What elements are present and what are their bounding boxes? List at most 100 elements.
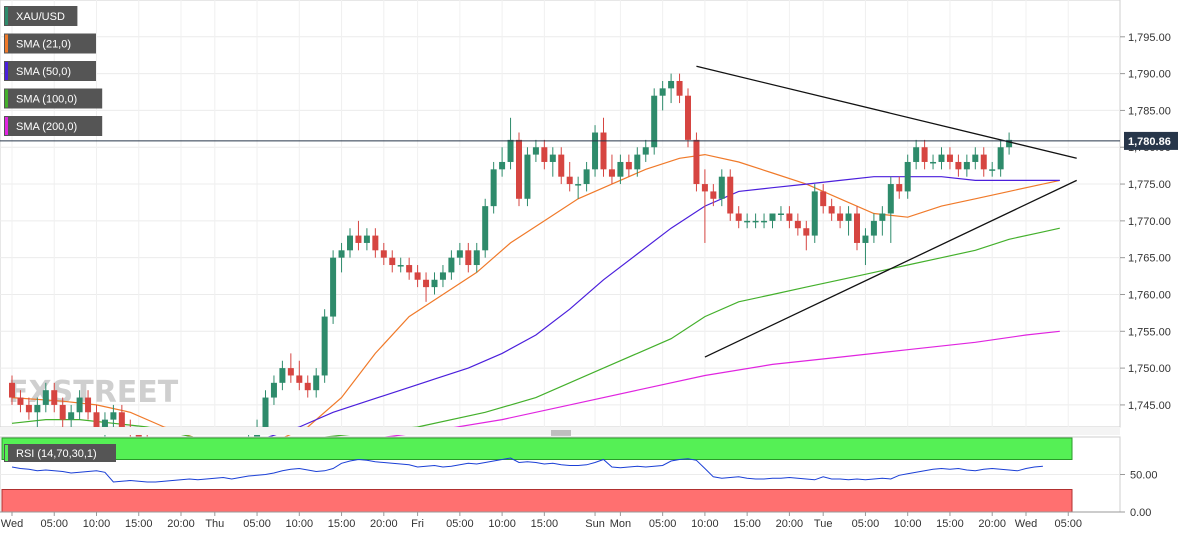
- candle: [423, 272, 430, 302]
- legend-item: XAU/USD: [4, 6, 78, 26]
- candle: [913, 139, 920, 170]
- candle-body: [296, 375, 303, 383]
- resize-handle-icon[interactable]: [551, 430, 571, 436]
- y-tick-label: 1,750.00: [1128, 363, 1171, 375]
- candle-body: [313, 375, 320, 391]
- trendline: [696, 65, 1077, 159]
- candle: [34, 397, 41, 427]
- candle: [532, 139, 539, 162]
- rsi-overbought-band: [1, 437, 1073, 460]
- candle-body: [811, 191, 818, 236]
- y-tick-label: 1,795.00: [1128, 32, 1171, 44]
- candle: [896, 176, 903, 199]
- candle-body: [752, 220, 759, 223]
- candle-body: [786, 213, 793, 221]
- candle: [456, 242, 463, 266]
- candle: [930, 154, 937, 170]
- y-tick-label: 0.00: [1130, 507, 1151, 519]
- candle-body: [676, 80, 683, 96]
- candle: [279, 360, 286, 391]
- legend-item-box: [4, 116, 103, 136]
- candle: [76, 390, 83, 420]
- candle-body: [803, 228, 810, 236]
- candle-body: [304, 382, 311, 391]
- candle-body: [887, 184, 894, 214]
- candle: [777, 206, 784, 221]
- candle: [482, 198, 489, 258]
- candle-body: [85, 397, 92, 413]
- candle: [549, 147, 556, 177]
- x-tick-label: 20:00: [167, 518, 195, 530]
- legend-swatch-icon: [5, 34, 8, 53]
- trendline: [704, 179, 1077, 358]
- candle: [330, 250, 337, 324]
- candle-body: [42, 390, 49, 405]
- candle-body: [76, 397, 83, 413]
- candle: [541, 139, 548, 170]
- y-tick-label: 1,785.00: [1128, 105, 1171, 117]
- candle: [389, 250, 396, 273]
- candle: [583, 161, 590, 192]
- candle-body: [930, 161, 937, 164]
- candle: [685, 88, 691, 148]
- legend: XAU/USD SMA (21,0) SMA (50,0) SMA (100,0) SM…: [4, 6, 103, 136]
- candle: [617, 154, 624, 185]
- candle: [727, 169, 734, 221]
- candle-body: [989, 169, 996, 171]
- candle-body: [93, 412, 100, 427]
- candle: [592, 125, 599, 177]
- y-tick-label: 1,770.00: [1128, 216, 1171, 228]
- candle-body: [389, 257, 396, 266]
- candle: [659, 80, 666, 111]
- candle-body: [651, 95, 658, 148]
- candle-body: [118, 412, 125, 427]
- candle: [761, 213, 768, 229]
- candle-body: [854, 213, 860, 243]
- candle: [718, 169, 725, 207]
- candle: [85, 390, 92, 420]
- x-tick-label: 10:00: [894, 518, 922, 530]
- candle: [490, 161, 497, 214]
- candle-body: [921, 147, 928, 162]
- candle: [786, 206, 793, 229]
- candle-body: [482, 206, 489, 251]
- price-panel: [0, 0, 1121, 428]
- x-tick-label: Sun: [585, 518, 605, 530]
- price-y-axis: 1,745.00 1,750.00 1,755.00 1,760.00 1,765.00…: [1120, 32, 1171, 412]
- candle: [845, 206, 852, 236]
- candle-body: [735, 213, 742, 221]
- candle-body: [448, 257, 455, 273]
- candle: [887, 176, 894, 243]
- candle-body: [558, 154, 565, 177]
- candle: [600, 117, 607, 177]
- candle: [651, 88, 658, 155]
- candle: [803, 220, 810, 251]
- x-tick-label: Fri: [411, 518, 424, 530]
- candle-body: [372, 235, 379, 251]
- candle-body: [17, 397, 24, 405]
- y-tick-label: 1,760.00: [1128, 289, 1171, 301]
- candle-body: [25, 404, 32, 413]
- candle-body: [997, 147, 1004, 170]
- candle: [828, 198, 835, 221]
- candle-body: [583, 169, 590, 185]
- candle: [507, 117, 514, 170]
- candle-body: [490, 169, 497, 207]
- candle: [710, 184, 717, 207]
- candle: [380, 242, 387, 266]
- candle-body: [414, 272, 421, 280]
- y-tick-label: 1,790.00: [1128, 69, 1171, 81]
- x-tick-label: Wed: [1015, 518, 1037, 530]
- trendlines: [696, 65, 1077, 358]
- candle: [347, 228, 353, 258]
- x-tick-label: 05:00: [852, 518, 880, 530]
- legend-item-box: [4, 61, 96, 81]
- candle-body: [870, 220, 877, 236]
- candle-body: [837, 213, 844, 221]
- candle-body: [608, 169, 615, 177]
- candle: [17, 390, 24, 413]
- candle-body: [777, 213, 784, 215]
- candle-body: [516, 139, 522, 199]
- candle: [473, 242, 480, 273]
